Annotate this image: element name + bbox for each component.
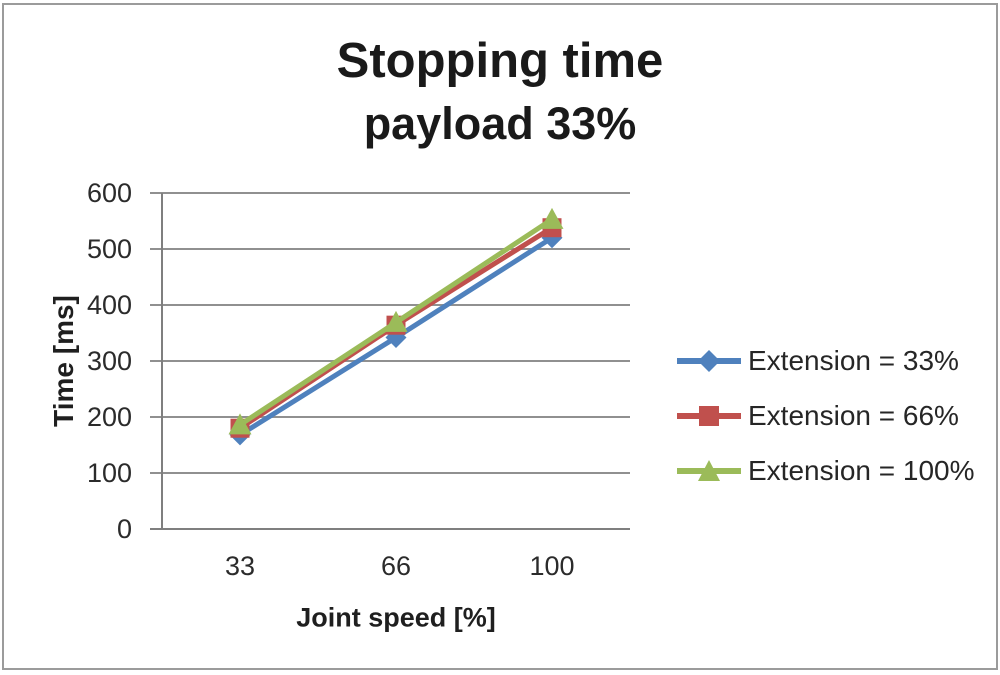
y-tick-label: 200 <box>86 401 132 432</box>
legend-item-extension-100: Extension = 100% <box>676 443 975 498</box>
y-tick-label: 300 <box>86 345 132 376</box>
legend-item-extension-33: Extension = 33% <box>676 333 975 388</box>
chart-title: Stopping time <box>336 34 664 88</box>
legend-key-triangle-icon <box>677 459 741 481</box>
y-tick-label: 400 <box>86 289 132 320</box>
legend-label: Extension = 100% <box>748 454 975 486</box>
y-tick-label: 0 <box>116 513 132 544</box>
legend-key-diamond-icon <box>677 349 741 372</box>
legend-key-square-icon <box>677 405 741 426</box>
y-tick-label: 500 <box>86 233 132 264</box>
x-axis-title: Joint speed [%] <box>296 602 496 633</box>
chart-frame <box>2 3 998 670</box>
x-tick-label: 33 <box>224 551 256 581</box>
legend-label: Extension = 66% <box>748 399 959 431</box>
y-tick-label: 600 <box>86 177 132 208</box>
chart-title-block: Stopping time payload 33% <box>0 36 1000 152</box>
x-tick-label: 66 <box>380 551 412 581</box>
x-tick-label: 100 <box>529 551 575 581</box>
chart-subtitle: payload 33% <box>363 98 637 149</box>
y-tick-label: 100 <box>86 457 132 488</box>
legend-item-extension-66: Extension = 66% <box>676 388 975 443</box>
legend: Extension = 33% Extension = 66% Extensio… <box>676 333 975 498</box>
legend-label: Extension = 33% <box>748 344 959 376</box>
y-axis-title: Time [ms] <box>48 295 79 427</box>
